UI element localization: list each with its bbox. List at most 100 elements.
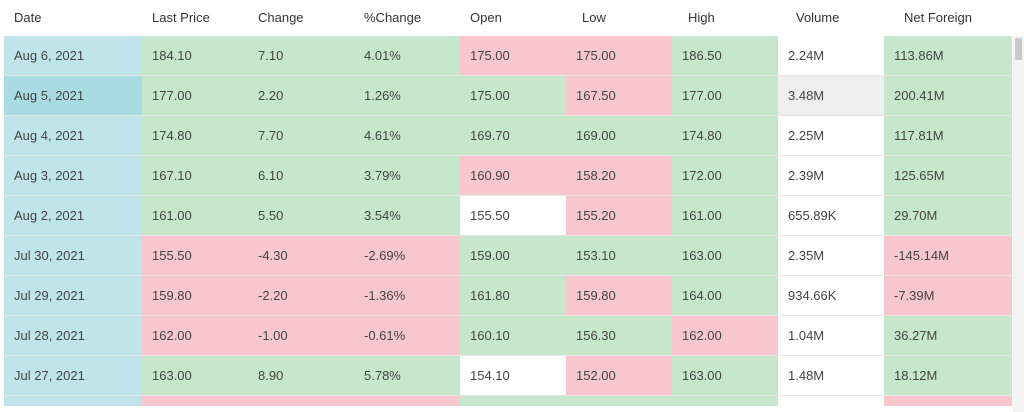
table-row[interactable]: Jul 27, 2021 163.00 8.90 5.78% 154.10 15…	[4, 356, 1012, 396]
column-header-pct-change[interactable]: %Change	[364, 10, 422, 25]
table-row[interactable]: Jul 28, 2021 162.00 -1.00 -0.61% 160.10 …	[4, 316, 1012, 356]
cell-volume: 2.25M	[778, 116, 884, 155]
cell-change: 5.50	[248, 196, 354, 235]
cell-open: 155.50	[460, 196, 566, 235]
cell-high: 163.00	[672, 236, 778, 275]
column-header-volume[interactable]: Volume	[796, 10, 840, 25]
cell-open: 175.00	[460, 36, 566, 75]
cell-date: Jul 29, 2021	[4, 276, 142, 315]
column-header-last-price[interactable]: Last Price	[152, 10, 210, 25]
table-row[interactable]: Aug 6, 2021 184.10 7.10 4.01% 175.00 175…	[4, 36, 1012, 76]
cell-pct-change: 3.54%	[354, 196, 460, 235]
cell-net-foreign: 200.41M	[884, 76, 1012, 115]
cell-open: 161.80	[460, 276, 566, 315]
scrollbar-thumb[interactable]	[1015, 38, 1022, 60]
cell-volume: 655.89K	[778, 196, 884, 235]
cell-change: -4.30	[248, 236, 354, 275]
cell-date	[4, 396, 142, 406]
cell-low: 153.10	[566, 236, 672, 275]
cell-low: 158.20	[566, 156, 672, 195]
cell-high	[672, 396, 778, 406]
cell-high: 164.00	[672, 276, 778, 315]
cell-pct-change: 3.79%	[354, 156, 460, 195]
cell-net-foreign: 125.65M	[884, 156, 1012, 195]
column-header-date[interactable]: Date	[14, 10, 42, 25]
cell-pct-change: -1.36%	[354, 276, 460, 315]
cell-low: 175.00	[566, 36, 672, 75]
table-row[interactable]: Aug 2, 2021 161.00 5.50 3.54% 155.50 155…	[4, 196, 1012, 236]
cell-volume: 2.24M	[778, 36, 884, 75]
table-row[interactable]: Aug 3, 2021 167.10 6.10 3.79% 160.90 158…	[4, 156, 1012, 196]
cell-last-price: 174.80	[142, 116, 248, 155]
cell-last-price: 162.00	[142, 316, 248, 355]
cell-pct-change: 5.78%	[354, 356, 460, 395]
cell-change	[248, 396, 354, 406]
table-header: Date Last Price Change %Change Open Low …	[0, 0, 1012, 36]
cell-last-price	[142, 396, 248, 406]
table-row[interactable]: Aug 4, 2021 174.80 7.70 4.61% 169.70 169…	[4, 116, 1012, 156]
cell-volume: 1.48M	[778, 356, 884, 395]
table-row-partial	[4, 396, 1012, 406]
cell-last-price: 159.80	[142, 276, 248, 315]
cell-high: 163.00	[672, 356, 778, 395]
table-row[interactable]: Jul 30, 2021 155.50 -4.30 -2.69% 159.00 …	[4, 236, 1012, 276]
cell-pct-change: 4.61%	[354, 116, 460, 155]
table-row[interactable]: Aug 5, 2021 177.00 2.20 1.26% 175.00 167…	[4, 76, 1012, 116]
cell-date: Jul 30, 2021	[4, 236, 142, 275]
cell-last-price: 167.10	[142, 156, 248, 195]
cell-open: 154.10	[460, 356, 566, 395]
cell-volume: 3.48M	[778, 76, 884, 115]
cell-open: 169.70	[460, 116, 566, 155]
cell-volume: 934.66K	[778, 276, 884, 315]
cell-change: 8.90	[248, 356, 354, 395]
column-header-change[interactable]: Change	[258, 10, 304, 25]
cell-volume: 2.35M	[778, 236, 884, 275]
cell-last-price: 161.00	[142, 196, 248, 235]
cell-date: Aug 6, 2021	[4, 36, 142, 75]
cell-low: 167.50	[566, 76, 672, 115]
cell-pct-change: 4.01%	[354, 36, 460, 75]
cell-high: 186.50	[672, 36, 778, 75]
cell-open	[460, 396, 566, 406]
table-row[interactable]: Jul 29, 2021 159.80 -2.20 -1.36% 161.80 …	[4, 276, 1012, 316]
cell-net-foreign: -145.14M	[884, 236, 1012, 275]
cell-date: Jul 27, 2021	[4, 356, 142, 395]
column-header-high[interactable]: High	[688, 10, 715, 25]
column-header-net-foreign[interactable]: Net Foreign	[904, 10, 972, 25]
cell-last-price: 184.10	[142, 36, 248, 75]
cell-change: 6.10	[248, 156, 354, 195]
cell-high: 177.00	[672, 76, 778, 115]
cell-high: 161.00	[672, 196, 778, 235]
cell-volume: 1.04M	[778, 316, 884, 355]
cell-low	[566, 396, 672, 406]
table-body: Aug 6, 2021 184.10 7.10 4.01% 175.00 175…	[4, 36, 1012, 406]
cell-net-foreign	[884, 396, 1012, 406]
cell-open: 160.10	[460, 316, 566, 355]
column-header-open[interactable]: Open	[470, 10, 502, 25]
cell-date: Aug 4, 2021	[4, 116, 142, 155]
cell-date: Aug 3, 2021	[4, 156, 142, 195]
cell-date: Aug 2, 2021	[4, 196, 142, 235]
cell-high: 162.00	[672, 316, 778, 355]
cell-low: 152.00	[566, 356, 672, 395]
cell-low: 156.30	[566, 316, 672, 355]
cell-low: 159.80	[566, 276, 672, 315]
cell-date: Aug 5, 2021	[4, 76, 142, 115]
cell-pct-change: -0.61%	[354, 316, 460, 355]
cell-change: -2.20	[248, 276, 354, 315]
cell-low: 169.00	[566, 116, 672, 155]
column-header-low[interactable]: Low	[582, 10, 606, 25]
cell-last-price: 177.00	[142, 76, 248, 115]
cell-net-foreign: 113.86M	[884, 36, 1012, 75]
cell-last-price: 163.00	[142, 356, 248, 395]
cell-change: -1.00	[248, 316, 354, 355]
cell-net-foreign: 29.70M	[884, 196, 1012, 235]
cell-net-foreign: 18.12M	[884, 356, 1012, 395]
cell-high: 172.00	[672, 156, 778, 195]
cell-open: 160.90	[460, 156, 566, 195]
vertical-scrollbar[interactable]	[1013, 36, 1024, 412]
cell-net-foreign: 36.27M	[884, 316, 1012, 355]
cell-change: 2.20	[248, 76, 354, 115]
cell-net-foreign: 117.81M	[884, 116, 1012, 155]
cell-volume: 2.39M	[778, 156, 884, 195]
